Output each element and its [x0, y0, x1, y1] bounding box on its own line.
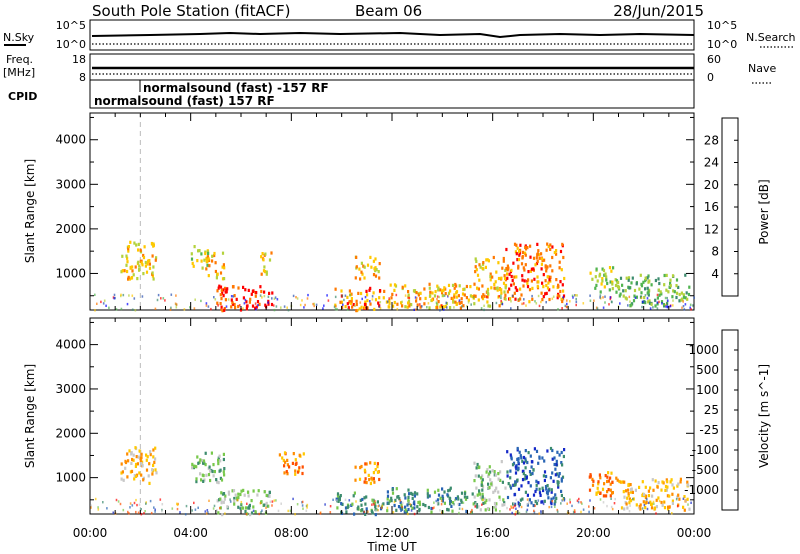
echo-region [260, 251, 273, 276]
cpid-entry-2: normalsound (fast) 157 RF [94, 94, 275, 108]
x-tick-label: 12:00 [375, 526, 410, 540]
y-tick-label: 4000 [55, 338, 86, 352]
colorbar-tick-label: 4 [711, 267, 719, 281]
colorbar-tick-label: 100 [696, 383, 719, 397]
cpid-strip: CPID normalsound (fast) -157 RF normalso… [8, 79, 695, 109]
time-axis-label: Time UT [366, 540, 417, 554]
x-tick-label: 00:00 [73, 526, 108, 540]
colorbar-tick-label: 20 [704, 178, 719, 192]
freq-strip: Freq. [MHz] 18 8 60 0 Nave [3, 53, 776, 84]
freq-right-tick-top: 60 [707, 53, 721, 66]
station-title: South Pole Station (fitACF) [92, 2, 290, 20]
y-tick-label: 2000 [55, 222, 86, 236]
nsky-strip: N.Sky 10^5 10^0 10^5 10^0 N.Search [3, 19, 796, 51]
echo-region [506, 446, 566, 508]
freq-label-line1: Freq. [6, 53, 33, 66]
y-tick-label: 3000 [55, 382, 86, 396]
velocity-colorbar: 1000 500 100 25 -25 -100 -500 -1000 [684, 329, 739, 511]
x-tick-label: 16:00 [475, 526, 510, 540]
echo-region [472, 255, 508, 308]
colorbar-tick-label: 25 [704, 403, 719, 417]
colorbar-tick-label: 8 [711, 245, 719, 259]
colorbar-tick-label: 16 [704, 200, 719, 214]
colorbar-tick-label: 12 [704, 222, 719, 236]
nsky-label: N.Sky [3, 31, 35, 44]
colorbar-tick-label: 24 [704, 156, 719, 170]
beam-label: Beam 06 [355, 2, 422, 20]
echo-region [354, 255, 381, 281]
echo-region [588, 471, 621, 498]
nsky-right-tick-top: 10^5 [707, 19, 737, 32]
date-label: 28/Jun/2015 [613, 2, 704, 20]
nsky-left-tick-top: 10^5 [56, 19, 86, 32]
velocity-ylabel: Slant Range [km] [23, 364, 37, 468]
x-tick-label: 20:00 [576, 526, 611, 540]
freq-left-tick-top: 18 [72, 53, 86, 66]
x-tick-label: 04:00 [173, 526, 208, 540]
y-tick-label: 4000 [55, 133, 86, 147]
colorbar-tick-label: -1000 [684, 483, 719, 497]
y-tick-label: 1000 [55, 266, 86, 280]
cpid-label: CPID [8, 90, 37, 103]
ground-scatter [90, 497, 692, 516]
x-tick-label: 08:00 [274, 526, 309, 540]
power-echo-marks [94, 113, 695, 313]
power-colorbar-label: Power [dB] [757, 179, 771, 244]
freq-label-line2: [MHz] [3, 66, 35, 79]
colorbar-tick-label: 28 [704, 133, 719, 147]
echo-region [191, 451, 226, 485]
echo-region [589, 266, 621, 294]
power-ylabel: Slant Range [km] [23, 159, 37, 263]
echo-region [354, 461, 381, 486]
nsky-right-tick-bottom: 10^0 [707, 38, 737, 51]
colorbar-tick-label: 500 [696, 363, 719, 377]
time-tick-labels: 00:00 04:00 08:00 12:00 16:00 20:00 00:00 [73, 526, 712, 540]
colorbar-tick-label: -100 [692, 443, 719, 457]
y-tick-label: 1000 [55, 471, 86, 485]
velocity-axes: 1000 2000 3000 4000 [55, 318, 695, 514]
echo-region [335, 491, 379, 517]
nsearch-label: N.Search [746, 31, 796, 44]
nave-label: Nave [748, 62, 776, 75]
colorbar-tick-label: -500 [692, 463, 719, 477]
colorbar-tick-label: -25 [699, 423, 719, 437]
freq-left-tick-bottom: 8 [79, 71, 86, 84]
echo-region [120, 240, 158, 281]
power-axes: 1000 2000 3000 4000 [55, 113, 695, 310]
echo-region [278, 451, 305, 476]
velocity-echo-marks [90, 318, 692, 517]
velocity-colorbar-label: Velocity [m s^-1] [757, 364, 771, 468]
power-panel: 1000 2000 3000 4000 Slant Range [km] 4 8 12 16… [23, 112, 771, 313]
cpid-entry-1: normalsound (fast) -157 RF [143, 81, 329, 95]
colorbar-tick-label: 1000 [688, 343, 719, 357]
echo-region [204, 251, 226, 281]
nsky-trace [91, 31, 695, 39]
velocity-panel: 1000 2000 3000 4000 Slant Range [km] 1000 50… [23, 317, 771, 554]
x-tick-label: 00:00 [677, 526, 712, 540]
y-tick-label: 3000 [55, 177, 86, 191]
echo-region [120, 446, 158, 485]
y-tick-label: 2000 [55, 426, 86, 440]
freq-right-tick-bottom: 0 [707, 71, 714, 84]
power-colorbar: 4 8 12 16 20 24 28 [704, 117, 739, 297]
nsky-left-tick-bottom: 10^0 [56, 38, 86, 51]
ground-scatter [94, 293, 695, 312]
